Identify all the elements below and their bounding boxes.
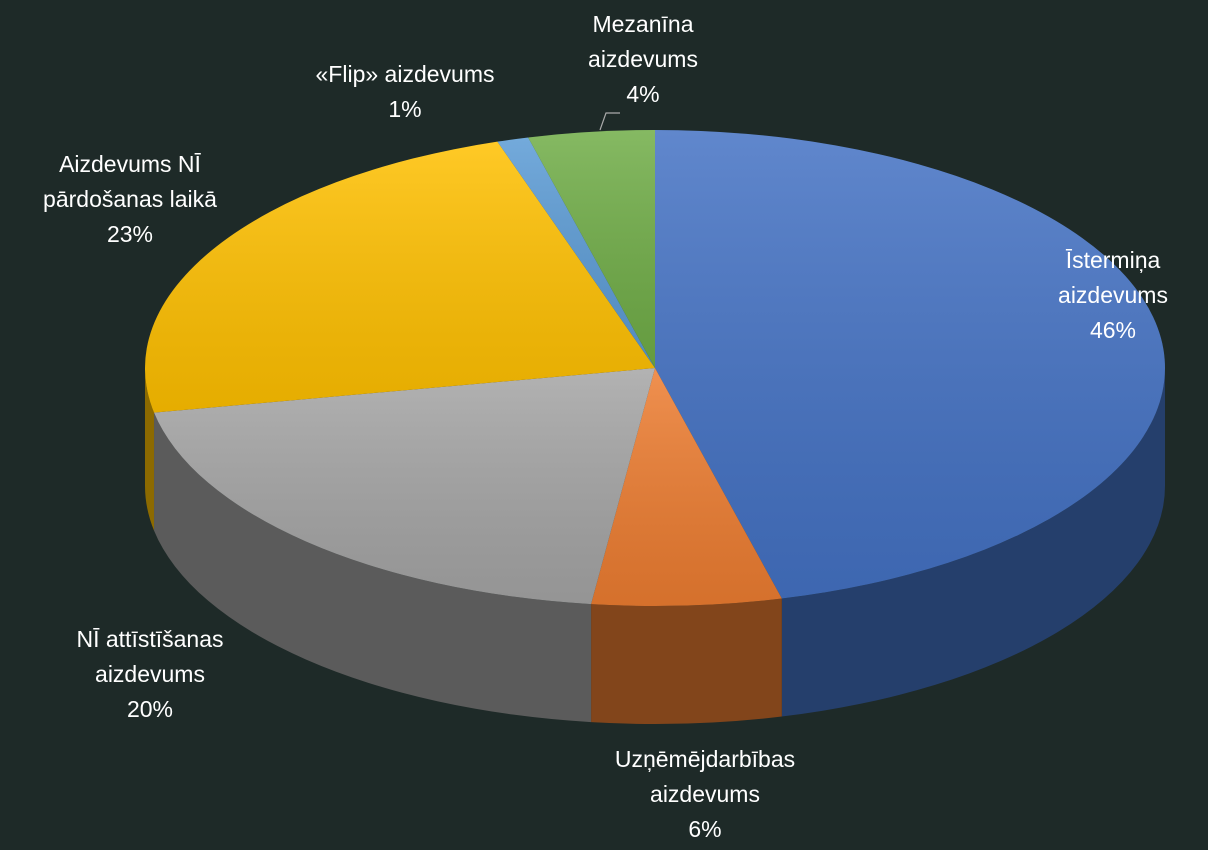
slice-shade <box>145 141 656 413</box>
slice-shade <box>655 130 1166 599</box>
slice-shade <box>591 368 782 606</box>
data-label: NĪ attīstīšanas aizdevums 20% <box>45 622 255 727</box>
value-label: 46% <box>1089 317 1137 343</box>
value-label: 20% <box>126 696 174 722</box>
slice-shade <box>497 137 655 368</box>
category-label: Mezanīna aizdevums <box>588 11 698 72</box>
category-label: Uzņēmējdarbības aizdevums <box>614 746 796 807</box>
category-label: «Flip» aizdevums <box>315 61 495 87</box>
category-label: Īstermiņa aizdevums <box>1058 247 1168 308</box>
slice-side <box>591 598 782 724</box>
slice-shade <box>154 368 655 605</box>
data-label: Mezanīna aizdevums 4% <box>568 7 718 112</box>
leader-line <box>599 112 620 131</box>
data-label: Uzņēmējdarbības aizdevums 6% <box>575 742 835 847</box>
data-label: «Flip» aizdevums 1% <box>265 57 545 127</box>
slice-side <box>781 368 1166 717</box>
slice-shade <box>528 130 655 368</box>
value-label: 4% <box>626 81 660 107</box>
value-label: 23% <box>106 221 154 247</box>
category-label: NĪ attīstīšanas aizdevums <box>76 626 224 687</box>
value-label: 6% <box>688 816 722 842</box>
slice-side <box>145 368 155 531</box>
data-label: Aizdevums NĪ pārdošanas laikā 23% <box>15 147 245 252</box>
value-label: 1% <box>388 96 422 122</box>
data-label: Īstermiņa aizdevums 46% <box>1038 243 1188 348</box>
category-label: Aizdevums NĪ pārdošanas laikā <box>43 151 217 212</box>
slice-side <box>154 412 592 723</box>
